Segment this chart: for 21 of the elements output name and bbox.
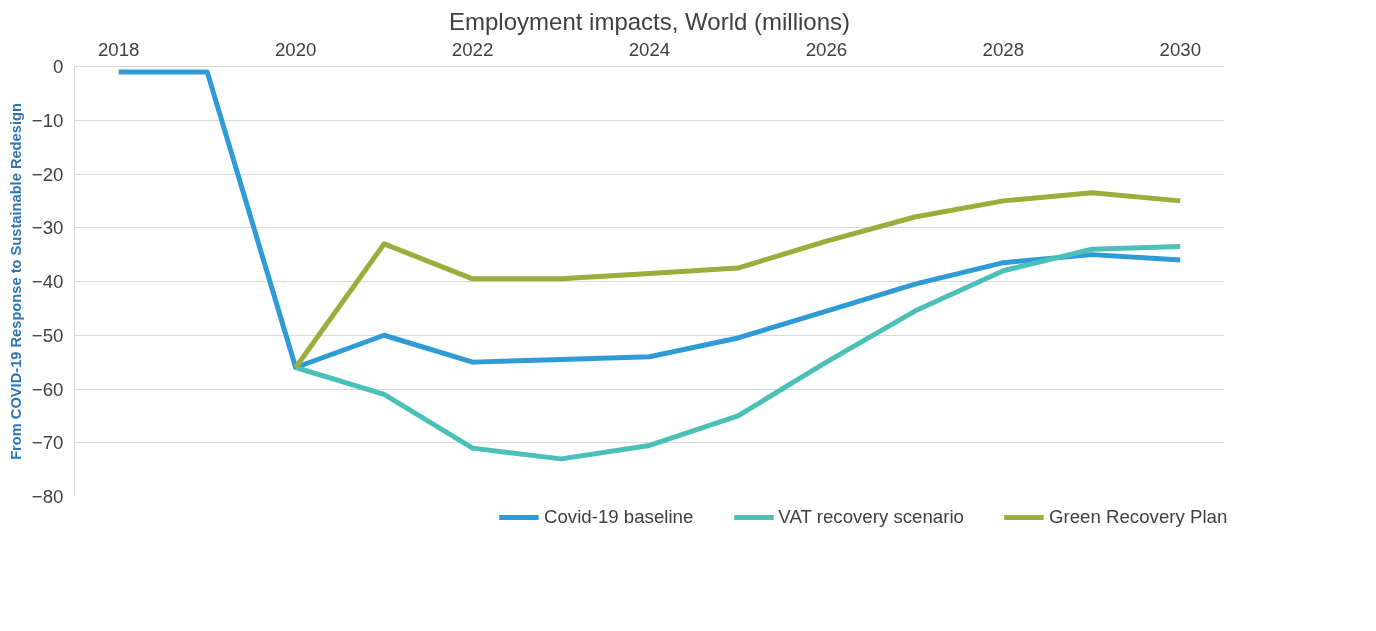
x-tick-label: 2024: [628, 38, 671, 60]
y-tick-label: 0: [53, 56, 64, 77]
x-tick-label: 2028: [982, 38, 1025, 60]
y-tick-label: −40: [31, 271, 64, 292]
x-tick-label: 2026: [805, 38, 848, 60]
x-tick-label: 2018: [97, 38, 140, 60]
x-tick-label: 2030: [1159, 38, 1202, 60]
legend-label: Green Recovery Plan: [1048, 506, 1228, 528]
y-tick-label: −80: [31, 486, 64, 507]
x-tick-label: 2022: [451, 38, 494, 60]
y-tick-label: −60: [31, 378, 64, 400]
x-tick-label: 2020: [274, 38, 317, 60]
y-tick-label: −30: [31, 217, 64, 239]
y-tick-label: −50: [31, 324, 64, 346]
text: From COVID-19 Response to Sustainable Redesign: [7, 103, 24, 460]
y-tick-label: −10: [31, 109, 64, 131]
legend-label: VAT recovery scenario: [778, 506, 964, 528]
legend-label: Covid-19 baseline: [544, 506, 694, 528]
y-tick-label: −20: [31, 163, 64, 185]
chart-title: Employment impacts, World (millions): [449, 7, 850, 35]
y-tick-label: −70: [31, 432, 64, 454]
